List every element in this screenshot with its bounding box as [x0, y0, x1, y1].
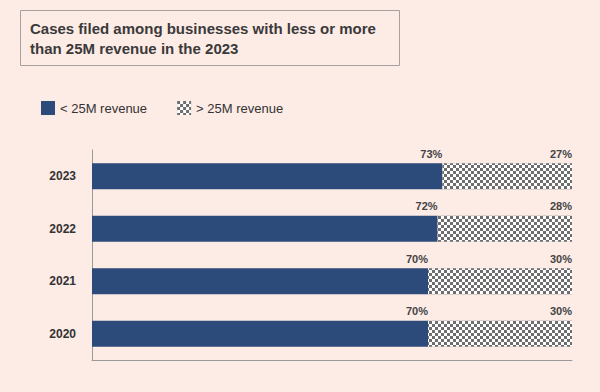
svg-text:< 25M revenue: < 25M revenue: [60, 101, 147, 116]
svg-text:70%: 70%: [406, 253, 428, 265]
svg-text:2023: 2023: [49, 169, 76, 183]
svg-text:30%: 30%: [550, 305, 572, 317]
svg-text:28%: 28%: [550, 200, 572, 212]
svg-text:> 25M revenue: > 25M revenue: [196, 101, 283, 116]
svg-text:2022: 2022: [49, 222, 76, 236]
svg-text:2020: 2020: [49, 327, 76, 341]
svg-text:73%: 73%: [420, 148, 442, 160]
svg-text:70%: 70%: [406, 305, 428, 317]
svg-text:than 25M revenue in the 2023: than 25M revenue in the 2023: [30, 40, 238, 57]
svg-text:72%: 72%: [416, 200, 438, 212]
svg-text:27%: 27%: [550, 148, 572, 160]
svg-text:30%: 30%: [550, 253, 572, 265]
svg-text:2021: 2021: [49, 274, 76, 288]
svg-text:Cases filed among businesses w: Cases filed among businesses with less o…: [30, 20, 380, 37]
